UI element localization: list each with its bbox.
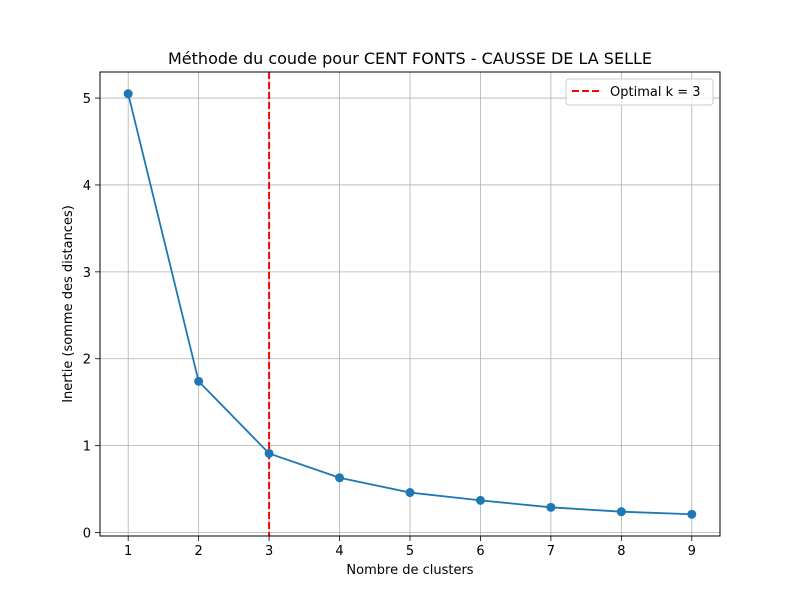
data-point xyxy=(616,507,626,517)
y-tick-label: 2 xyxy=(83,353,91,368)
x-tick-label: 3 xyxy=(265,544,273,559)
x-tick-label: 2 xyxy=(194,544,202,559)
data-point xyxy=(194,376,204,386)
data-point xyxy=(123,89,133,99)
y-tick-label: 1 xyxy=(83,440,91,455)
grid xyxy=(100,72,720,536)
x-axis-label: Nombre de clusters xyxy=(346,563,473,578)
y-tick-label: 0 xyxy=(83,527,91,542)
y-axis-ticks: 0 1 2 3 4 5 xyxy=(83,92,100,542)
chart-title: Méthode du coude pour CENT FONTS - CAUSS… xyxy=(168,49,652,68)
x-tick-label: 6 xyxy=(476,544,484,559)
data-point xyxy=(405,488,415,498)
x-tick-label: 8 xyxy=(617,544,625,559)
y-axis-label: Inertie (somme des distances) xyxy=(61,205,76,403)
x-tick-label: 5 xyxy=(406,544,414,559)
y-tick-label: 5 xyxy=(83,92,91,107)
data-point xyxy=(546,502,556,512)
legend: Optimal k = 3 xyxy=(565,78,714,106)
x-tick-label: 1 xyxy=(124,544,132,559)
data-point xyxy=(475,495,485,505)
series-group xyxy=(123,89,697,519)
x-tick-label: 7 xyxy=(547,544,555,559)
x-tick-label: 9 xyxy=(688,544,696,559)
data-point xyxy=(335,473,345,483)
x-tick-label: 4 xyxy=(335,544,343,559)
legend-entry-label: Optimal k = 3 xyxy=(610,85,701,100)
legend-box xyxy=(565,78,714,106)
x-axis-ticks: 1 2 3 4 5 6 7 8 9 xyxy=(124,536,696,559)
y-tick-label: 3 xyxy=(83,266,91,281)
data-point xyxy=(264,448,274,458)
y-tick-label: 4 xyxy=(83,179,91,194)
data-point xyxy=(687,509,697,519)
